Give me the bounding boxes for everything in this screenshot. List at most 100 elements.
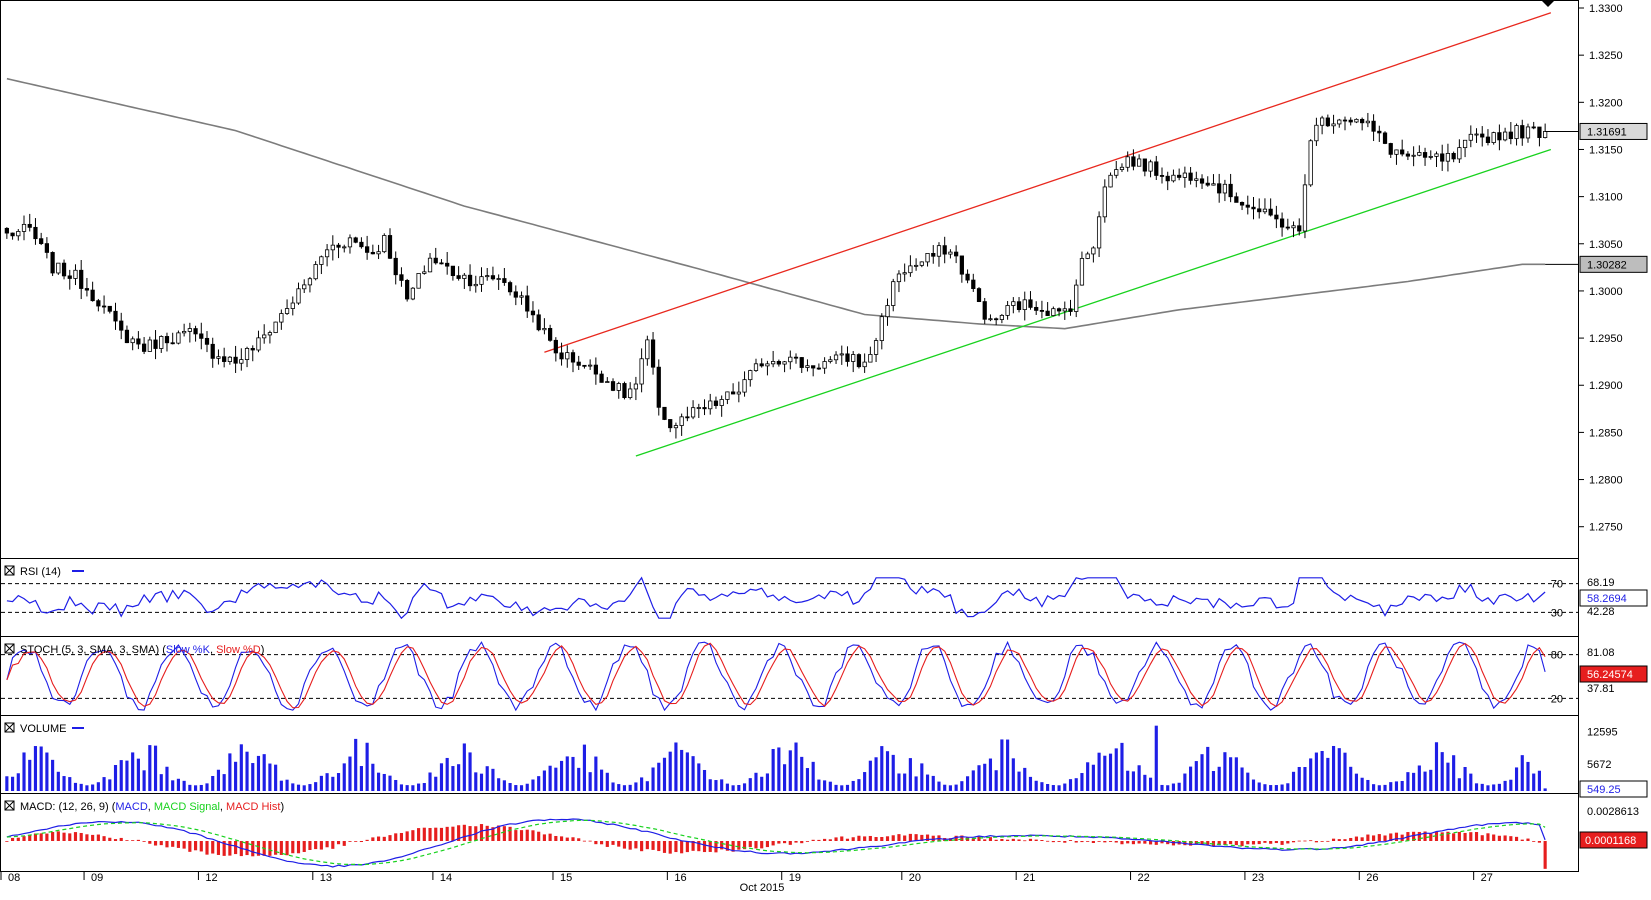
volume-bar	[1286, 783, 1290, 791]
macd-hist-bar	[554, 835, 558, 841]
time-axis-label: 09	[91, 872, 103, 884]
candle-body	[1119, 166, 1125, 171]
candle	[1051, 306, 1056, 317]
candle-body	[599, 373, 604, 383]
macd-hist-bar	[274, 841, 278, 855]
candle	[936, 242, 942, 267]
candle-body	[296, 288, 301, 304]
macd-hist-bar	[1303, 840, 1307, 842]
candle-body	[536, 314, 541, 331]
candle-body	[1354, 118, 1359, 123]
stoch-close-x-icon	[4, 643, 15, 654]
candle	[913, 258, 919, 271]
candle-body	[622, 383, 627, 399]
macd-hist-bar	[1126, 841, 1130, 844]
macd-hist-bar	[1206, 841, 1210, 845]
volume-bar	[1126, 770, 1130, 791]
candle-body	[433, 257, 438, 264]
candle-body	[994, 318, 999, 321]
candle	[1400, 139, 1405, 157]
volume-bar	[691, 756, 695, 791]
candle	[696, 403, 701, 419]
candle	[645, 335, 650, 366]
volume-bar	[79, 783, 83, 791]
candle-body	[330, 244, 335, 251]
macd-hist-bar	[1097, 841, 1101, 842]
macd-hist-bar	[640, 841, 644, 852]
candle-body	[187, 328, 192, 332]
candle	[822, 357, 827, 374]
volume-bar	[274, 764, 278, 791]
macd-hist-bar	[788, 841, 792, 845]
volume-bar	[296, 784, 301, 791]
volume-bar	[1068, 779, 1073, 791]
candle	[925, 252, 930, 267]
macd-hist-bar	[594, 841, 598, 845]
candle-body	[1228, 183, 1233, 198]
macd-hist-bar	[1269, 841, 1273, 844]
macd-hist-bar	[445, 826, 449, 841]
candle	[1188, 167, 1193, 185]
candle	[942, 236, 947, 264]
macd-hist-bar	[1383, 835, 1387, 841]
macd-hist-bar	[731, 841, 735, 852]
volume-bar	[1400, 780, 1404, 791]
stoch-d-line	[6, 642, 1546, 709]
candle-body	[61, 262, 67, 277]
candle	[1022, 291, 1027, 321]
candle	[948, 249, 953, 259]
volume-bar	[605, 772, 609, 791]
volume-bar	[1223, 752, 1227, 791]
macd-hist-bar	[176, 841, 180, 848]
candle-body	[1085, 253, 1090, 259]
volume-bar	[1469, 773, 1473, 791]
candle-body	[822, 361, 827, 369]
stoch-panel: 80 20 81.08 37.81 56.24574	[1, 640, 1648, 712]
volume-bar	[1349, 766, 1353, 791]
candle-body	[1205, 182, 1210, 186]
volume-last-box	[1579, 780, 1648, 798]
candle	[1491, 131, 1496, 145]
candle	[1388, 142, 1393, 158]
time-axis-label: 21	[1023, 872, 1035, 884]
volume-bar	[771, 748, 775, 791]
macd-hist-bar	[668, 841, 672, 854]
candle-body	[170, 342, 175, 345]
candle-body	[124, 329, 130, 344]
macd-hist-bar	[783, 841, 787, 844]
volume-bar	[205, 783, 209, 791]
candle	[296, 282, 301, 305]
candle-body	[582, 364, 587, 367]
volume-bar	[948, 785, 952, 791]
candle	[1234, 192, 1239, 203]
candle	[833, 351, 839, 364]
candle	[668, 419, 673, 433]
candle-body	[1234, 196, 1239, 203]
candle-body	[1543, 131, 1548, 138]
volume-bar	[1269, 785, 1273, 791]
candle	[570, 349, 576, 373]
candle	[365, 235, 370, 260]
candle-body	[685, 416, 690, 419]
volume-bar	[1309, 758, 1313, 791]
macd-hist-bar	[1394, 832, 1399, 841]
macd-hist-bar	[748, 841, 752, 847]
macd-hist-bar	[1154, 841, 1158, 845]
candle	[1154, 155, 1159, 181]
macd-hist-bar	[994, 839, 998, 841]
candle-body	[416, 273, 421, 289]
candle	[685, 406, 690, 422]
candle	[765, 360, 770, 376]
macd-hist-bar	[348, 841, 352, 842]
lower-trend-line	[635, 148, 1552, 457]
macd-hist-bar	[514, 830, 518, 841]
macd-hist-bar	[1320, 841, 1324, 842]
candle-body	[387, 235, 393, 259]
macd-hist-bar	[365, 839, 369, 841]
scroll-marker-icon[interactable]	[1541, 0, 1555, 7]
macd-hist-bar	[108, 837, 112, 841]
macd-hist-bar	[491, 827, 495, 841]
macd-hist-bar	[651, 841, 655, 850]
volume-bar	[640, 777, 644, 791]
macd-hist-bar	[1234, 841, 1238, 846]
